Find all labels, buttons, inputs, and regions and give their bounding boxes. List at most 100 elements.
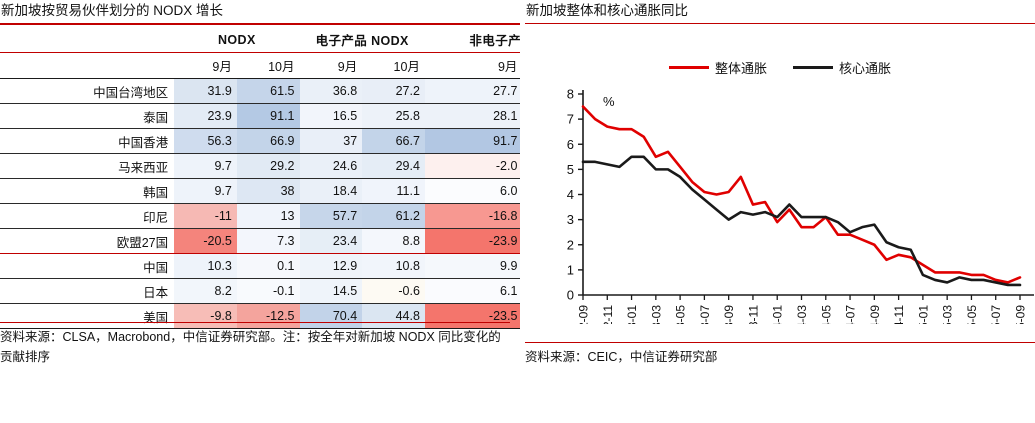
- month-header-blank: [0, 52, 175, 79]
- legend-label-core: 核心通胀: [839, 61, 892, 76]
- table-cell: 12.9: [299, 253, 363, 279]
- table-cell: 29.4: [362, 153, 425, 179]
- y-tick-label: 3: [567, 212, 574, 227]
- y-axis-unit-label: %: [603, 94, 615, 109]
- x-tick-label: 2023-09: [722, 305, 736, 324]
- table-cell: 8.8: [362, 228, 425, 254]
- table-cell: 38: [236, 178, 300, 204]
- month-header-nodx-oct: 10月: [236, 52, 300, 79]
- x-tick-label: 2022-09: [577, 305, 591, 324]
- table-cell: 70.4: [299, 303, 363, 329]
- table-cell: 61.5: [236, 78, 300, 104]
- x-tick-label: 2025-05: [965, 305, 979, 324]
- y-tick-label: 7: [567, 112, 574, 127]
- right-panel-title: 新加坡整体和核心通胀同比: [526, 3, 688, 18]
- legend-item-headline: 整体通胀: [668, 58, 767, 77]
- row-label: 欧盟27国: [0, 228, 175, 254]
- y-tick-label: 4: [567, 187, 574, 202]
- table-cell: 10.8: [362, 253, 425, 279]
- row-label: 马来西亚: [0, 153, 175, 179]
- table-cell: 23.9: [174, 103, 237, 129]
- nodx-table-wrapper: NODX 电子产品 NODX 非电子产品 NODX 9月 10月 9月 10月 …: [0, 24, 520, 329]
- x-tick-label: 2025-07: [989, 305, 1003, 324]
- y-tick-label: 0: [567, 288, 574, 303]
- row-label: 泰国: [0, 103, 175, 129]
- table-cell: 56.3: [174, 128, 237, 154]
- table-cell: 91.7: [424, 128, 520, 154]
- y-tick-label: 1: [567, 262, 574, 277]
- table-cell: 31.9: [174, 78, 237, 104]
- table-cell: 8.2: [174, 278, 237, 304]
- y-tick-label: 5: [567, 162, 574, 177]
- table-cell: -20.5: [174, 228, 237, 254]
- row-label: 韩国: [0, 178, 175, 204]
- inflation-chart: 整体通胀 核心通胀 0 1 2 3 4 5 6 7 8% 2022-09 2022-11 2023-0…: [525, 24, 1035, 324]
- x-tick-label: 2024-03: [795, 305, 809, 324]
- table-cell: 23.4: [299, 228, 363, 254]
- table-cell: -0.1: [236, 278, 300, 304]
- table-cell: 66.9: [236, 128, 300, 154]
- table-cell: 6.1: [424, 278, 520, 304]
- table-row: 欧盟27国-20.57.323.48.8-23.97: [0, 228, 520, 254]
- y-tick-label: 8: [567, 87, 574, 102]
- table-row: 日本8.2-0.114.5-0.66.10: [0, 278, 520, 304]
- table-cell: 18.4: [299, 178, 363, 204]
- month-header-row: 9月 10月 9月 10月 9月 10: [0, 52, 520, 79]
- row-label: 印尼: [0, 203, 175, 229]
- table-row: 美国-9.8-12.570.444.8-23.5-22: [0, 303, 520, 329]
- table-cell: 10.3: [174, 253, 237, 279]
- left-title-divider: [0, 23, 520, 24]
- group-header-nodx: NODX: [174, 24, 300, 53]
- table-cell: 36.8: [299, 78, 363, 104]
- table-cell: -23.9: [424, 228, 520, 254]
- table-cell: 27.2: [362, 78, 425, 104]
- legend-line-swatch-headline: [668, 65, 709, 70]
- table-cell: 91.1: [236, 103, 300, 129]
- legend-label-headline: 整体通胀: [714, 61, 767, 76]
- table-cell: 9.7: [174, 153, 237, 179]
- table-cell: 66.7: [362, 128, 425, 154]
- month-header-nodx-sep: 9月: [174, 52, 237, 79]
- left-panel-title: 新加坡按贸易伙伴划分的 NODX 增长: [1, 3, 224, 18]
- table-cell: -9.8: [174, 303, 237, 329]
- y-tick-label: 2: [567, 237, 574, 252]
- table-cell: -23.5: [424, 303, 520, 329]
- table-cell: 61.2: [362, 203, 425, 229]
- table-cell: -2.0: [424, 153, 520, 179]
- group-header-row: NODX 电子产品 NODX 非电子产品 NODX: [0, 24, 520, 53]
- right-title-divider: [525, 23, 1035, 24]
- table-cell: -0.6: [362, 278, 425, 304]
- right-panel-inflation-chart: 新加坡整体和核心通胀同比 整体通胀 核心通胀 0 1 2 3 4 5 6 7 8% 2022-09…: [525, 0, 1035, 423]
- month-header-elec-sep: 9月: [299, 52, 363, 79]
- x-tick-label: 2023-05: [674, 305, 688, 324]
- group-header-electronics: 电子产品 NODX: [299, 24, 425, 53]
- row-label: 中国台湾地区: [0, 78, 175, 104]
- table-cell: 7.3: [236, 228, 300, 254]
- row-label: 中国: [0, 253, 175, 279]
- table-cell: 13: [236, 203, 300, 229]
- nodx-table: NODX 电子产品 NODX 非电子产品 NODX 9月 10月 9月 10月 …: [0, 24, 520, 329]
- group-header-blank: [0, 24, 175, 53]
- inflation-line-plot: 0 1 2 3 4 5 6 7 8% 2022-09 2022-11 2023-01 2023-03 20…: [567, 87, 1034, 324]
- x-tick-label: 2024-01: [771, 305, 785, 324]
- table-cell: 0.1: [236, 253, 300, 279]
- legend-line-swatch-core: [793, 65, 833, 70]
- nodx-table-body: 中国台湾地区31.961.536.827.227.787泰国23.991.116…: [0, 78, 520, 329]
- table-cell: 6.0: [424, 178, 520, 204]
- right-note-divider: [525, 342, 1035, 343]
- month-header-nonelec-sep: 9月: [424, 52, 520, 79]
- right-source-note: 资料来源：CEIC，中信证券研究部: [525, 350, 718, 364]
- row-label: 中国香港: [0, 128, 175, 154]
- x-tick-label: 2025-03: [941, 305, 955, 324]
- left-panel-nodx-table: 新加坡按贸易伙伴划分的 NODX 增长 NODX 电子产品 NODX 非电子产品…: [0, 3, 520, 364]
- table-cell: 11.1: [362, 178, 425, 204]
- table-cell: -16.8: [424, 203, 520, 229]
- table-cell: 28.1: [424, 103, 520, 129]
- table-cell: 37: [299, 128, 363, 154]
